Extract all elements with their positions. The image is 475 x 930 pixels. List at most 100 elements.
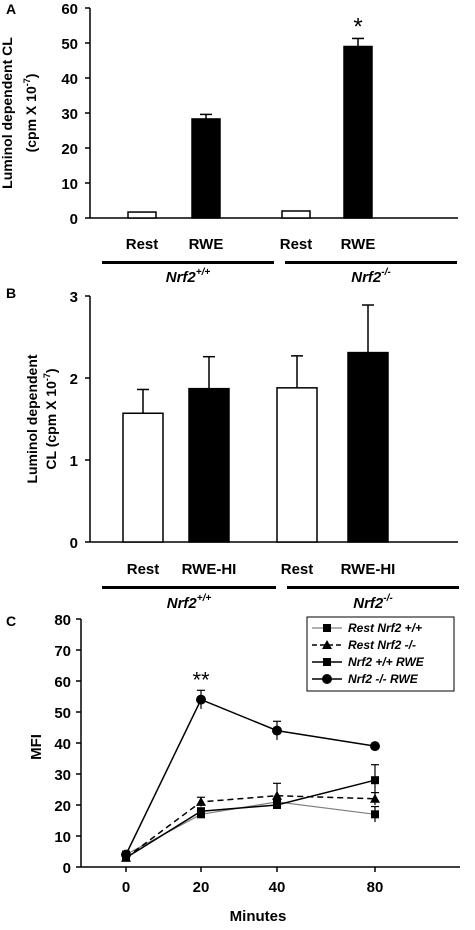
legend-swatch-marker [323, 658, 331, 666]
series-line [125, 794, 376, 859]
group-bracket-line [285, 261, 457, 264]
group-genotype: +/+ [197, 593, 212, 604]
category-label: RWE-HI [341, 561, 396, 578]
data-point [370, 741, 380, 752]
y-tick-label: 0 [70, 211, 78, 228]
y-tick-label: 50 [61, 36, 78, 53]
group-gene-name: Nrf2 [166, 269, 197, 286]
bar [122, 412, 164, 543]
panel-a-letter: A [6, 1, 16, 17]
x-tick-label: 0 [122, 879, 130, 896]
y-label-exponent: -7 [22, 78, 32, 86]
y-tick-label: 60 [54, 674, 71, 691]
y-axis-label-line1: Luminol dependent CL [0, 37, 15, 189]
data-point [272, 725, 282, 736]
bar [127, 211, 157, 219]
group-label: Nrf2-/- [353, 593, 393, 612]
bar [343, 45, 373, 219]
y-tick-label: 30 [61, 106, 78, 123]
series-line [125, 698, 376, 855]
panel-b-letter: B [6, 285, 16, 301]
category-label: Rest [280, 236, 313, 253]
bar [188, 387, 230, 543]
group-bracket-line [287, 586, 459, 589]
category-label: Rest [281, 561, 314, 578]
series-line [125, 801, 376, 856]
data-point [197, 807, 205, 816]
group-label: Nrf2-/- [351, 267, 391, 286]
legend-swatch-marker [322, 640, 332, 649]
data-point [273, 801, 281, 809]
group-genotype: +/+ [196, 267, 211, 278]
y-label-close: ) [43, 368, 59, 373]
bar [347, 351, 389, 543]
legend-entry: Nrf2 +/+ RWE [348, 655, 425, 669]
panel-c-chart: 0 10 20 30 40 50 60 70 80 0 20 40 80 MFI Minutes ** Rest… [28, 612, 460, 925]
group-gene-name: Nrf2 [167, 595, 198, 612]
y-tick-label: 1 [70, 453, 78, 470]
x-tick-label: 80 [367, 879, 384, 896]
panel-c-letter: C [6, 613, 16, 629]
series-line [125, 779, 376, 859]
legend: Rest Nrf2 +/+ Rest Nrf2 -/- Nrf2 +/+ RWE Nr… [306, 616, 455, 692]
data-point [196, 694, 206, 705]
data-point [121, 849, 131, 860]
legend-swatch-marker [323, 624, 331, 632]
y-axis-label-line2: (cpm X 10-7) [22, 74, 39, 153]
y-tick-label: 40 [54, 736, 71, 753]
y-tick-label: 20 [61, 141, 78, 158]
group-bracket-line [102, 261, 274, 264]
group-gene-name: Nrf2 [351, 269, 382, 286]
legend-swatch-marker [322, 674, 332, 684]
group-genotype: -/- [381, 267, 391, 278]
legend-entry: Rest Nrf2 -/- [348, 638, 416, 652]
significance-annotation: * [353, 13, 362, 40]
y-tick-label: 60 [61, 1, 78, 18]
group-gene-name: Nrf2 [353, 595, 384, 612]
data-point [370, 793, 380, 803]
group-genotype: -/- [383, 593, 393, 604]
y-tick-label: 70 [54, 643, 71, 660]
category-label: Rest [127, 561, 160, 578]
y-tick-label: 40 [61, 71, 78, 88]
y-axis-label-line2: CL (cpm X 10-7) [42, 368, 59, 469]
y-tick-label: 30 [54, 767, 71, 784]
data-point [371, 810, 379, 819]
y-tick-label: 0 [70, 535, 78, 552]
group-label: Nrf2+/+ [166, 267, 211, 286]
data-point [272, 790, 282, 800]
y-tick-label: 20 [54, 798, 71, 815]
y-tick-label: 10 [54, 829, 71, 846]
y-tick-label: 2 [70, 371, 78, 388]
y-label-text: (cpm X 10 [23, 86, 39, 152]
y-axis-label-line1: Luminol dependent [24, 354, 40, 483]
panel-b-chart: 0 1 2 3 Luminol dependent CL (cpm X 10-7) Rest… [24, 289, 459, 612]
y-tick-label: 50 [54, 705, 71, 722]
y-tick-label: 10 [61, 176, 78, 193]
x-tick-label: 20 [193, 879, 210, 896]
significance-annotation: ** [192, 668, 210, 693]
category-label: Rest [126, 236, 159, 253]
category-label: RWE [189, 236, 224, 253]
legend-entry: Rest Nrf2 +/+ [348, 621, 422, 635]
y-label-close: ) [23, 74, 39, 79]
x-tick-label: 40 [269, 879, 286, 896]
y-tick-label: 3 [70, 289, 78, 306]
x-axis-label: Minutes [230, 908, 287, 925]
category-label: RWE-HI [182, 561, 237, 578]
legend-entry: Nrf2 -/- RWE [348, 672, 419, 686]
data-point [196, 796, 206, 806]
y-tick-label: 0 [63, 860, 71, 877]
y-axis-label: MFI [28, 734, 45, 760]
data-point [371, 776, 379, 785]
panel-a-chart: 0 10 20 30 40 50 60 Luminol dependent CL (cpm X … [0, 1, 458, 286]
group-label: Nrf2+/+ [167, 593, 212, 612]
group-bracket-line [102, 586, 276, 589]
y-label-text: CL (cpm X 10 [43, 381, 59, 470]
y-label-exponent: -7 [42, 373, 52, 381]
bar [281, 210, 311, 219]
bar [191, 118, 221, 219]
y-tick-label: 80 [54, 612, 71, 629]
bar [276, 387, 318, 543]
